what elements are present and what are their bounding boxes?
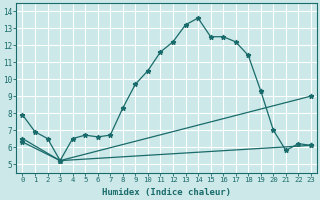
X-axis label: Humidex (Indice chaleur): Humidex (Indice chaleur) bbox=[102, 188, 231, 197]
